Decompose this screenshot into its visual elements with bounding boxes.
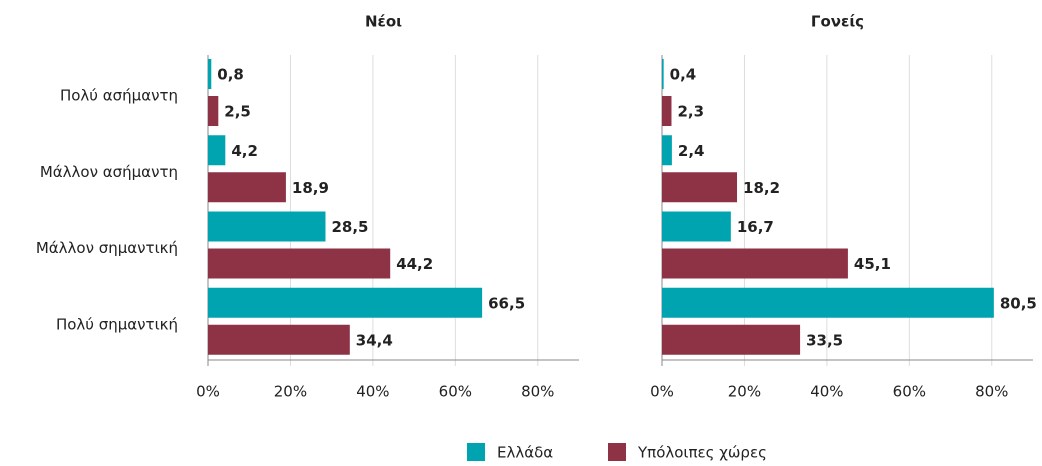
bar bbox=[662, 59, 664, 89]
legend-label: Ελλάδα bbox=[497, 444, 553, 462]
y-tick-label: Μάλλον ασήμαντη bbox=[40, 163, 178, 181]
legend-swatch bbox=[608, 443, 626, 461]
value-label: 66,5 bbox=[488, 294, 525, 312]
value-label: 44,2 bbox=[396, 255, 433, 273]
bar bbox=[208, 248, 391, 279]
value-label: 80,5 bbox=[1000, 294, 1037, 312]
value-label: 2,3 bbox=[677, 103, 704, 121]
bar bbox=[208, 211, 326, 242]
bar bbox=[208, 135, 226, 166]
bar bbox=[208, 96, 219, 126]
x-tick-label: 80% bbox=[975, 383, 1008, 401]
bar bbox=[208, 172, 286, 203]
value-label: 0,4 bbox=[670, 66, 697, 84]
bar bbox=[662, 96, 672, 126]
value-label: 16,7 bbox=[737, 218, 774, 236]
y-tick-label: Πολύ ασήμαντη bbox=[60, 87, 178, 105]
y-tick-label: Μάλλον σημαντική bbox=[36, 239, 178, 257]
x-tick-label: 20% bbox=[274, 383, 307, 401]
bar bbox=[208, 287, 483, 318]
x-tick-label: 0% bbox=[650, 383, 674, 401]
legend-label: Υπόλοιπες χώρες bbox=[637, 444, 767, 462]
x-tick-label: 80% bbox=[521, 383, 554, 401]
value-label: 18,2 bbox=[743, 179, 780, 197]
bar bbox=[662, 172, 738, 203]
bar bbox=[662, 287, 994, 318]
bar bbox=[662, 211, 731, 242]
x-tick-label: 40% bbox=[356, 383, 389, 401]
chart-title: Νέοι bbox=[365, 13, 402, 31]
legend-swatch bbox=[467, 443, 485, 461]
bar bbox=[662, 248, 848, 279]
y-tick-label: Πολύ σημαντική bbox=[56, 315, 178, 333]
x-tick-label: 20% bbox=[728, 383, 761, 401]
bar bbox=[208, 59, 212, 89]
x-tick-label: 60% bbox=[439, 383, 472, 401]
value-label: 4,2 bbox=[231, 142, 258, 160]
value-label: 45,1 bbox=[854, 255, 891, 273]
x-tick-label: 60% bbox=[893, 383, 926, 401]
x-tick-label: 40% bbox=[810, 383, 843, 401]
bar bbox=[662, 135, 672, 166]
bar bbox=[662, 324, 801, 355]
bar bbox=[208, 324, 350, 355]
x-tick-label: 0% bbox=[196, 383, 220, 401]
value-label: 2,4 bbox=[678, 142, 705, 160]
value-label: 0,8 bbox=[217, 66, 244, 84]
value-label: 33,5 bbox=[806, 331, 843, 349]
value-label: 2,5 bbox=[224, 103, 251, 121]
value-label: 28,5 bbox=[331, 218, 368, 236]
value-label: 34,4 bbox=[356, 331, 393, 349]
chart-title: Γονείς bbox=[811, 13, 864, 31]
value-label: 18,9 bbox=[292, 179, 329, 197]
